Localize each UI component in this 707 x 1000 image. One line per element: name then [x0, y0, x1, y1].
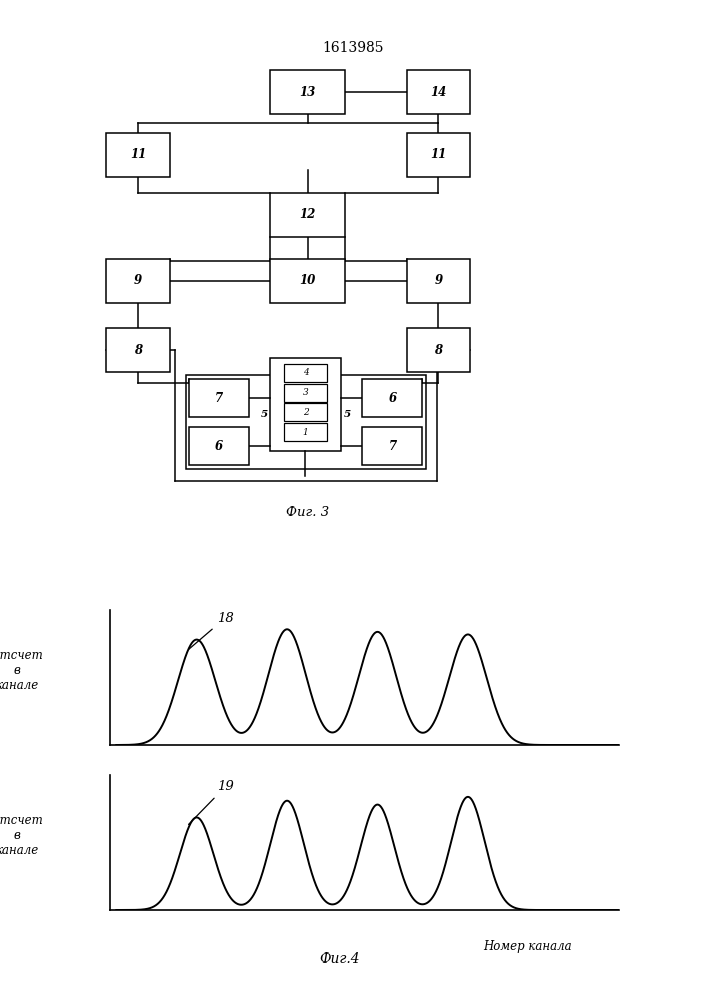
Text: 8: 8 — [134, 344, 142, 357]
Text: 4: 4 — [303, 368, 308, 377]
Text: 9: 9 — [434, 274, 443, 288]
Text: 6: 6 — [388, 391, 397, 404]
Bar — [189, 379, 250, 417]
Text: 6: 6 — [215, 440, 223, 452]
Bar — [189, 427, 250, 465]
Text: 12: 12 — [300, 209, 315, 222]
Bar — [284, 364, 327, 382]
Bar — [407, 70, 470, 114]
Bar — [284, 403, 327, 421]
Bar — [185, 375, 426, 469]
Bar — [407, 328, 470, 372]
Text: 11: 11 — [130, 148, 146, 161]
Bar — [106, 259, 170, 303]
Text: Фиг.4: Фиг.4 — [319, 952, 360, 966]
Text: Отсчет
в
канале: Отсчет в канале — [0, 814, 43, 857]
Text: 1: 1 — [303, 428, 308, 437]
Bar — [363, 427, 423, 465]
Text: Номер канала: Номер канала — [483, 940, 571, 953]
Text: 14: 14 — [431, 86, 446, 99]
Bar — [270, 358, 341, 451]
Text: Номер канала: Номер канала — [483, 775, 571, 788]
Bar — [284, 384, 327, 402]
Bar — [363, 379, 423, 417]
Text: 5: 5 — [344, 410, 351, 419]
Bar — [270, 259, 345, 303]
Bar — [270, 193, 345, 237]
Text: 9: 9 — [134, 274, 142, 288]
Bar — [270, 70, 345, 114]
Text: 7: 7 — [388, 440, 397, 452]
Text: Фиг. 3: Фиг. 3 — [286, 506, 329, 518]
Bar — [407, 133, 470, 177]
Text: 10: 10 — [300, 274, 315, 288]
Text: 18: 18 — [189, 612, 233, 649]
Text: 2: 2 — [303, 408, 308, 417]
Text: 8: 8 — [434, 344, 443, 357]
Text: 11: 11 — [431, 148, 446, 161]
Text: 7: 7 — [215, 391, 223, 404]
Text: 13: 13 — [300, 86, 315, 99]
Text: 3: 3 — [303, 388, 308, 397]
Bar — [407, 259, 470, 303]
Text: Отсчет
в
канале: Отсчет в канале — [0, 649, 43, 692]
Text: 1613985: 1613985 — [323, 41, 384, 55]
Bar — [106, 328, 170, 372]
Bar — [284, 423, 327, 441]
Text: 19: 19 — [189, 780, 233, 824]
Text: 5: 5 — [261, 410, 268, 419]
Bar — [106, 133, 170, 177]
